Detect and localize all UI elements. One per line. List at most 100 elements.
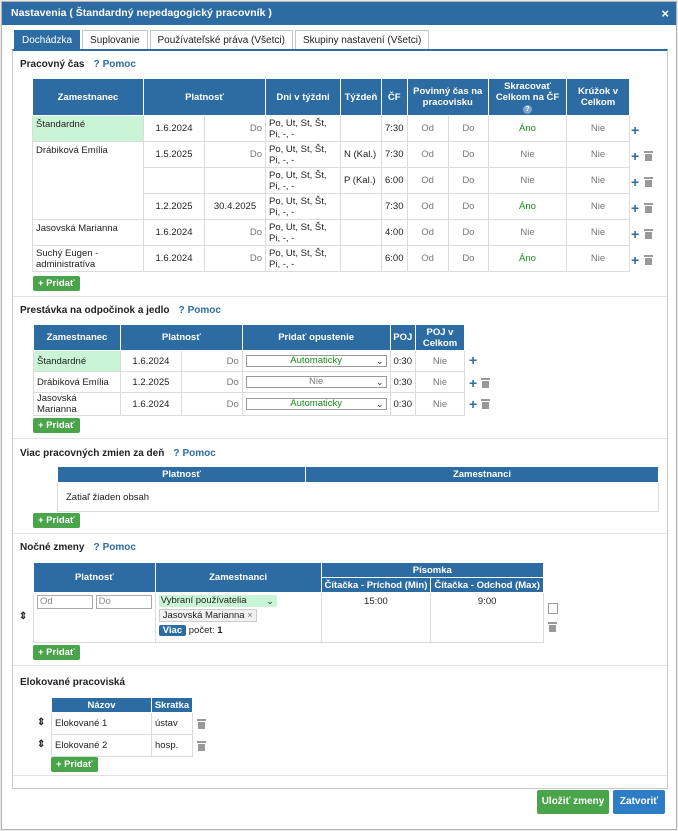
add-break-button[interactable]: + Pridať (33, 418, 80, 433)
copy-icon[interactable] (548, 603, 558, 614)
poj-total-cell[interactable]: Nie (415, 350, 465, 372)
shorten-cell[interactable]: Nie (488, 219, 567, 246)
add-row-icon[interactable]: + (469, 396, 478, 412)
add-workplace-button[interactable]: + Pridať (51, 757, 98, 772)
ring-cell[interactable]: Nie (566, 193, 630, 220)
trash-icon[interactable] (644, 177, 653, 187)
mandatory-from[interactable]: Od (406, 193, 449, 220)
drag-handle-icon[interactable]: ⇕ (37, 717, 46, 728)
shorten-cell[interactable]: Nie (488, 141, 567, 168)
valid-from[interactable]: 1.6.2024 (143, 115, 205, 142)
ring-cell[interactable]: Nie (566, 219, 630, 246)
poj-cell[interactable]: 0:30 (389, 392, 416, 416)
tab-setting-groups[interactable]: Skupiny nastavení (Všetci) (294, 30, 430, 50)
trash-icon[interactable] (548, 622, 557, 632)
poj-cell[interactable]: 0:30 (389, 371, 416, 393)
add-row-icon[interactable]: + (631, 122, 640, 138)
ring-cell[interactable]: Nie (566, 141, 630, 168)
reader-out-cell[interactable]: 9:00 (430, 592, 544, 643)
add-row-icon[interactable]: + (631, 226, 640, 242)
valid-to[interactable]: Do (204, 245, 266, 272)
week-cell[interactable] (340, 245, 382, 272)
mandatory-from[interactable]: Od (406, 115, 449, 142)
mandatory-to[interactable]: Do (447, 115, 490, 142)
mandatory-to[interactable]: Do (447, 193, 490, 220)
trash-icon[interactable] (197, 719, 206, 729)
add-row-icon[interactable]: + (469, 352, 478, 368)
leave-select[interactable]: Automaticky ⌄ (245, 355, 387, 367)
tab-user-rights[interactable]: Používateľské práva (Všetci) (149, 30, 293, 50)
mandatory-from[interactable]: Od (406, 167, 449, 194)
cf-cell[interactable]: 4:00 (381, 219, 408, 246)
add-row-icon[interactable]: + (469, 375, 478, 391)
trash-icon[interactable] (481, 378, 490, 388)
workplace-name[interactable]: Elokované 2 (51, 734, 152, 757)
trash-icon[interactable] (644, 203, 653, 213)
poj-total-cell[interactable]: Nie (415, 371, 465, 393)
leave-select[interactable]: Nie ⌄ (245, 376, 387, 388)
valid-from[interactable]: 1.6.2024 (143, 219, 205, 246)
valid-to[interactable]: Do (180, 371, 243, 393)
workplace-name[interactable]: Elokované 1 (51, 712, 152, 735)
workplace-abbr[interactable]: ústav (151, 712, 193, 735)
mandatory-to[interactable]: Do (447, 141, 490, 168)
trash-icon[interactable] (481, 399, 490, 409)
valid-to[interactable]: Do (204, 141, 266, 168)
valid-from[interactable]: 1.6.2024 (143, 245, 205, 272)
cf-cell[interactable]: 7:30 (381, 193, 408, 220)
add-row-icon[interactable]: + (631, 148, 640, 164)
add-row-icon[interactable]: + (631, 174, 640, 190)
tab-substitution[interactable]: Suplovanie (82, 30, 148, 50)
trash-icon[interactable] (197, 741, 206, 751)
drag-handle-icon[interactable]: ⇕ (19, 611, 28, 622)
cf-cell[interactable]: 7:30 (381, 141, 408, 168)
valid-from[interactable]: 1.6.2024 (119, 392, 182, 416)
week-cell[interactable] (340, 115, 382, 142)
leave-select[interactable]: Automaticky ⌄ (245, 398, 387, 410)
tab-attendance[interactable]: Dochádzka (14, 30, 81, 50)
valid-to[interactable]: 30.4.2025 (204, 193, 266, 220)
days-cell[interactable]: Po, Ut, St, Št, Pi, -, - (265, 141, 341, 168)
days-cell[interactable]: Po, Ut, St, Št, Pi, -, - (265, 245, 341, 272)
valid-to[interactable]: Do (204, 115, 266, 142)
help-link[interactable]: ? Pomoc (173, 448, 216, 459)
ring-cell[interactable]: Nie (566, 245, 630, 272)
shorten-cell[interactable]: Nie (488, 167, 567, 194)
add-row-icon[interactable]: + (631, 200, 640, 216)
mandatory-from[interactable]: Od (406, 219, 449, 246)
mandatory-to[interactable]: Do (447, 245, 490, 272)
add-night-shift-button[interactable]: + Pridať (33, 645, 80, 660)
week-cell[interactable] (340, 219, 382, 246)
drag-handle-icon[interactable]: ⇕ (37, 739, 46, 750)
reader-in-cell[interactable]: 15:00 (320, 592, 432, 643)
cf-cell[interactable]: 6:00 (381, 245, 408, 272)
valid-from[interactable]: 1.5.2025 (143, 141, 205, 168)
valid-from-input[interactable]: Od (37, 595, 93, 609)
trash-icon[interactable] (644, 255, 653, 265)
valid-from[interactable]: 1.2.2025 (119, 371, 182, 393)
ring-cell[interactable]: Nie (566, 167, 630, 194)
valid-from[interactable]: 1.6.2024 (119, 350, 182, 372)
valid-to[interactable]: Do (180, 392, 243, 416)
week-cell[interactable]: N (Kal.) (340, 141, 382, 168)
user-select[interactable]: Vybraní používatelia ⌄ (158, 595, 277, 607)
days-cell[interactable]: Po, Ut, St, Št, Pi, -, - (265, 115, 341, 142)
trash-icon[interactable] (644, 151, 653, 161)
add-row-icon[interactable]: + (631, 252, 640, 268)
days-cell[interactable]: Po, Ut, St, Št, Pi, -, - (265, 193, 341, 220)
week-cell[interactable]: P (Kal.) (340, 167, 382, 194)
week-cell[interactable] (340, 193, 382, 220)
add-multi-shift-button[interactable]: + Pridať (33, 513, 80, 528)
poj-cell[interactable]: 0:30 (389, 350, 416, 372)
mandatory-from[interactable]: Od (406, 141, 449, 168)
cf-cell[interactable]: 7:30 (381, 115, 408, 142)
help-link[interactable]: ? Pomoc (93, 542, 136, 553)
days-cell[interactable]: Po, Ut, St, Št, Pi, -, - (265, 219, 341, 246)
poj-total-cell[interactable]: Nie (415, 392, 465, 416)
more-button[interactable]: Viac (158, 625, 187, 636)
valid-to[interactable] (204, 167, 266, 194)
valid-from[interactable]: 1.2.2025 (143, 193, 205, 220)
shorten-cell[interactable]: Áno (488, 115, 567, 142)
info-icon[interactable]: ? (523, 104, 532, 114)
trash-icon[interactable] (644, 229, 653, 239)
